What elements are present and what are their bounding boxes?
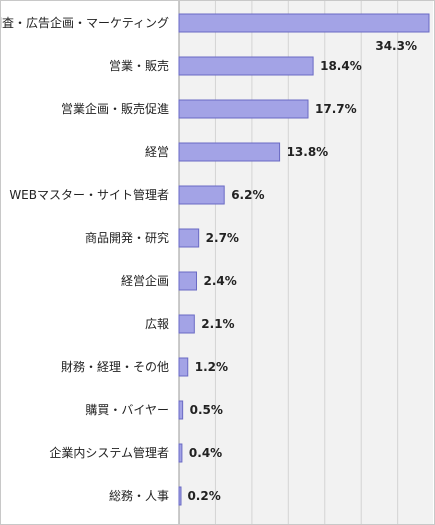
bar [178, 99, 309, 119]
category-label: 企業内システム管理者 [49, 445, 169, 460]
value-label: 17.7% [315, 102, 357, 116]
bar [178, 13, 430, 33]
category-label: 営業企画・販売促進 [61, 101, 169, 116]
category-label: 調査・広告企画・マーケティング [1, 15, 169, 30]
bar [178, 56, 314, 76]
category-label: 営業・販売 [109, 58, 169, 73]
bar [178, 400, 184, 420]
value-label: 2.4% [203, 274, 236, 288]
value-label: 34.3% [375, 39, 417, 53]
category-label: 購買・バイヤー [85, 403, 169, 417]
value-label: 6.2% [231, 188, 264, 202]
value-label: 0.2% [187, 489, 220, 503]
category-label: 経営 [145, 145, 169, 159]
plot-area [179, 1, 433, 524]
value-label: 1.2% [195, 360, 228, 374]
value-label: 0.4% [189, 446, 222, 460]
value-label: 2.7% [206, 231, 239, 245]
value-label: 0.5% [190, 403, 223, 417]
category-label: 広報 [145, 317, 169, 331]
bar [178, 314, 195, 334]
category-label: WEBマスター・サイト管理者 [9, 187, 169, 202]
value-label: 18.4% [320, 59, 362, 73]
bar [178, 443, 183, 463]
category-label: 財務・経理・その他 [61, 359, 169, 374]
bar [178, 185, 225, 205]
value-label: 2.1% [201, 317, 234, 331]
bar [178, 486, 182, 506]
bar [178, 357, 189, 377]
value-label: 13.8% [287, 145, 329, 159]
category-label: 商品開発・研究 [85, 230, 169, 245]
category-label: 経営企画 [121, 273, 169, 288]
bar [178, 142, 281, 162]
category-label: 総務・人事 [109, 489, 169, 503]
bar [178, 271, 197, 291]
bar [178, 228, 200, 248]
